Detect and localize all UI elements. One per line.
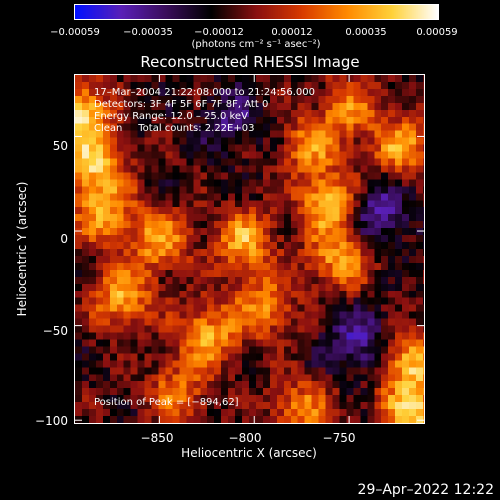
annotation-time-range: 17–Mar–2004 21:22:08.000 to 21:24:56.000 [94, 87, 315, 98]
colorbar-tick-label: −0.00012 [194, 27, 244, 38]
colorbar-tick-label: 0.00012 [271, 27, 313, 38]
y-tick-label: 50 [52, 139, 68, 153]
colorbar-tick-label: 0.00059 [416, 27, 458, 38]
y-axis-label: Heliocentric Y (arcsec) [15, 181, 29, 317]
heatmap-plot-area [74, 74, 425, 424]
y-tick-label: 0 [60, 232, 68, 246]
colorbar-gradient [75, 5, 438, 19]
annotation-energy-range: Energy Range: 12.0 – 25.0 keV [94, 111, 248, 122]
colorbar-tick-label: −0.00035 [123, 27, 173, 38]
colorbar [74, 4, 439, 20]
chart-title: Reconstructed RHESSI Image [140, 53, 360, 71]
y-tick-label: −50 [42, 324, 68, 338]
annotation-clean-counts: Clean Total counts: 2.22E+03 [94, 123, 255, 134]
x-tick-label: −800 [228, 431, 262, 445]
colorbar-tick-label: −0.00059 [50, 27, 100, 38]
colorbar-units-label: (photons cm⁻² s⁻¹ asec⁻²) [191, 39, 321, 50]
colorbar-tick-label: 0.00035 [345, 27, 387, 38]
x-tick-label: −750 [322, 431, 356, 445]
x-tick-label: −850 [140, 431, 174, 445]
annotation-peak-position: Position of Peak = [−894,62] [94, 397, 239, 408]
y-tick-label: −100 [35, 414, 68, 428]
annotation-detectors: Detectors: 3F 4F 5F 6F 7F 8F, Att 0 [94, 99, 269, 110]
render-timestamp: 29–Apr–2022 12:22 [357, 482, 494, 498]
heatmap-image [75, 75, 424, 423]
x-axis-label: Heliocentric X (arcsec) [181, 446, 317, 460]
